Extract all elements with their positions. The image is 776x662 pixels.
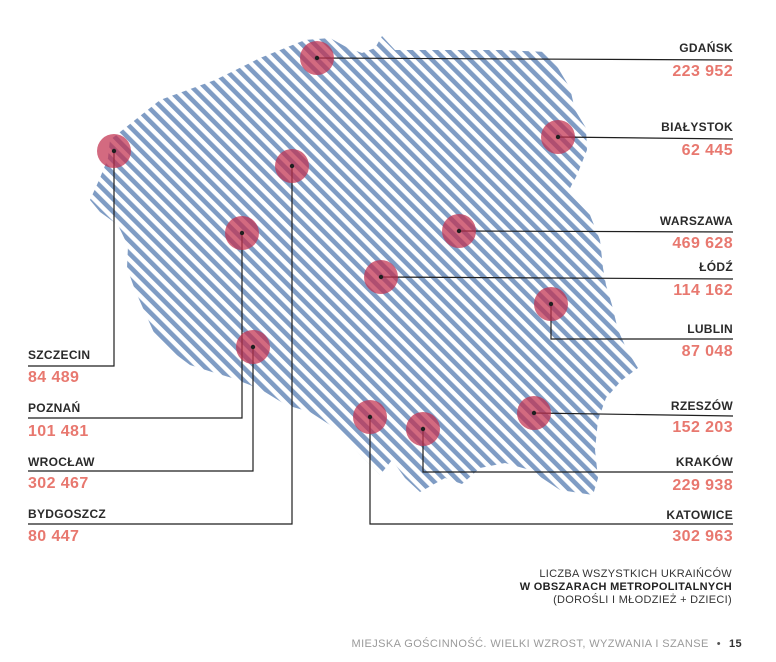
marker-dot <box>420 426 426 432</box>
city-value-label: 229 938 <box>672 477 733 494</box>
page-footer: MIEJSKA GOŚCINNOŚĆ. WIELKI WZROST, WYZWA… <box>352 638 742 650</box>
city-value-label: 87 048 <box>682 343 733 360</box>
leader-line <box>316 57 734 61</box>
leader-line <box>28 347 254 472</box>
city-value-label: 80 447 <box>28 528 79 545</box>
leader-line <box>28 233 243 419</box>
city-value-label: 469 628 <box>672 235 733 252</box>
marker-dot <box>111 148 117 154</box>
city-value-label: 302 963 <box>672 528 733 545</box>
leader-line <box>369 417 733 525</box>
poland-outline <box>90 36 638 495</box>
leader-line <box>28 151 115 367</box>
marker-dot <box>531 410 537 416</box>
marker-dot <box>289 163 295 169</box>
city-name-label: WROCŁAW <box>28 455 95 469</box>
marker-dot <box>555 134 561 140</box>
footer-title: MIEJSKA GOŚCINNOŚĆ. WIELKI WZROST, WYZWA… <box>351 638 709 650</box>
marker-dot <box>548 301 554 307</box>
marker-dot <box>250 344 256 350</box>
caption-line-2: W OBSZARACH METROPOLITALNYCH <box>519 581 732 593</box>
map-caption: LICZBA WSZYSTKICH UKRAIŃCÓW W OBSZARACH … <box>520 568 732 607</box>
city-name-label: SZCZECIN <box>28 348 90 362</box>
leader-line <box>380 276 734 280</box>
leader-line <box>458 230 734 233</box>
leader-line <box>557 136 734 140</box>
city-name-label: KATOWICE <box>666 508 733 522</box>
page-number: 15 <box>728 638 742 650</box>
marker-dot <box>378 274 384 280</box>
caption-line-3: (DOROŚLI I MŁODZIEŻ + DZIECI) <box>553 594 732 606</box>
city-name-label: GDAŃSK <box>679 40 733 55</box>
city-name-label: RZESZÓW <box>671 398 733 413</box>
city-name-label: BYDGOSZCZ <box>28 507 106 521</box>
city-value-label: 84 489 <box>28 369 79 386</box>
city-name-label: WARSZAWA <box>660 214 733 228</box>
leader-line <box>533 412 734 417</box>
city-name-label: POZNAŃ <box>28 400 80 415</box>
marker-dot <box>367 414 373 420</box>
leader-line <box>28 166 293 525</box>
caption-line-1: LICZBA WSZYSTKICH UKRAIŃCÓW <box>539 568 732 580</box>
city-name-label: LUBLIN <box>687 322 733 336</box>
city-name-label: KRAKÓW <box>676 454 733 469</box>
city-name-label: BIAŁYSTOK <box>661 120 733 134</box>
footer-bullet: • <box>716 638 721 650</box>
city-value-label: 62 445 <box>682 142 733 159</box>
marker-dot <box>314 55 320 61</box>
city-name-label: ŁÓDŹ <box>699 259 733 274</box>
city-value-label: 152 203 <box>672 419 733 436</box>
city-value-label: 101 481 <box>28 423 89 440</box>
city-value-label: 114 162 <box>673 282 733 299</box>
marker-dot <box>456 228 462 234</box>
city-value-label: 302 467 <box>28 475 89 492</box>
city-value-label: 223 952 <box>672 63 733 80</box>
marker-dot <box>239 230 245 236</box>
